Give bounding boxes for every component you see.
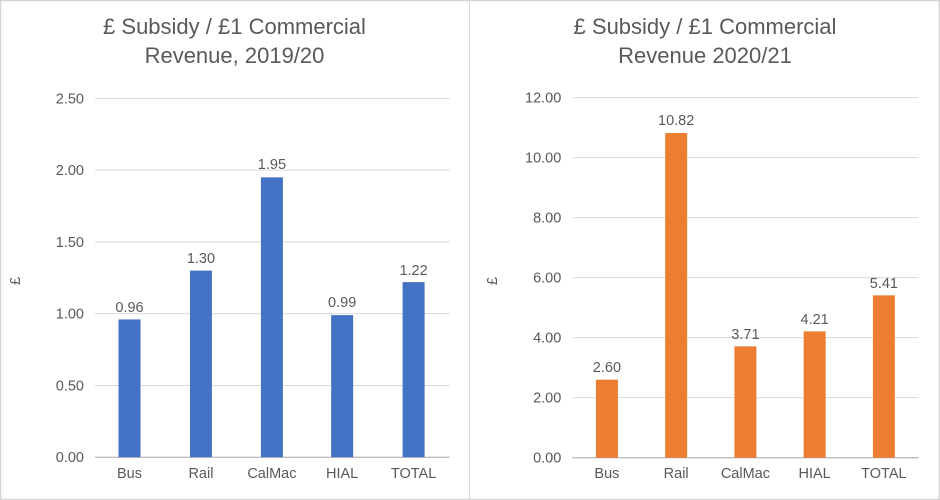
svg-text:TOTAL: TOTAL [861,466,906,482]
svg-text:1.95: 1.95 [258,157,286,173]
svg-text:£: £ [485,277,501,285]
svg-text:0.00: 0.00 [56,450,84,466]
svg-text:10.00: 10.00 [525,151,561,167]
svg-text:CalMac: CalMac [721,466,770,482]
svg-text:0.96: 0.96 [115,300,143,316]
svg-text:TOTAL: TOTAL [391,466,436,482]
svg-text:12.00: 12.00 [525,91,561,107]
svg-text:Rail: Rail [188,466,213,482]
svg-text:HIAL: HIAL [326,466,358,482]
svg-text:0.50: 0.50 [56,378,84,394]
svg-text:3.71: 3.71 [731,327,759,343]
svg-text:2.60: 2.60 [593,360,621,376]
svg-text:Bus: Bus [117,466,142,482]
svg-text:0.99: 0.99 [328,295,356,311]
svg-text:£: £ [8,277,24,285]
svg-text:2.00: 2.00 [533,391,561,407]
svg-text:CalMac: CalMac [247,466,296,482]
svg-text:1.50: 1.50 [56,235,84,251]
svg-text:6.00: 6.00 [533,271,561,287]
svg-text:Rail: Rail [664,466,689,482]
svg-text:2.00: 2.00 [56,163,84,179]
svg-text:Bus: Bus [594,466,619,482]
svg-text:8.00: 8.00 [533,211,561,227]
svg-text:4.00: 4.00 [533,331,561,347]
svg-text:2.50: 2.50 [56,91,84,107]
svg-text:5.41: 5.41 [870,276,898,292]
svg-text:1.30: 1.30 [187,251,215,267]
svg-text:HIAL: HIAL [799,466,831,482]
svg-text:1.00: 1.00 [56,307,84,323]
svg-text:10.82: 10.82 [658,113,694,129]
svg-text:1.22: 1.22 [399,263,427,279]
svg-text:0.00: 0.00 [533,451,561,467]
svg-text:4.21: 4.21 [801,312,829,328]
